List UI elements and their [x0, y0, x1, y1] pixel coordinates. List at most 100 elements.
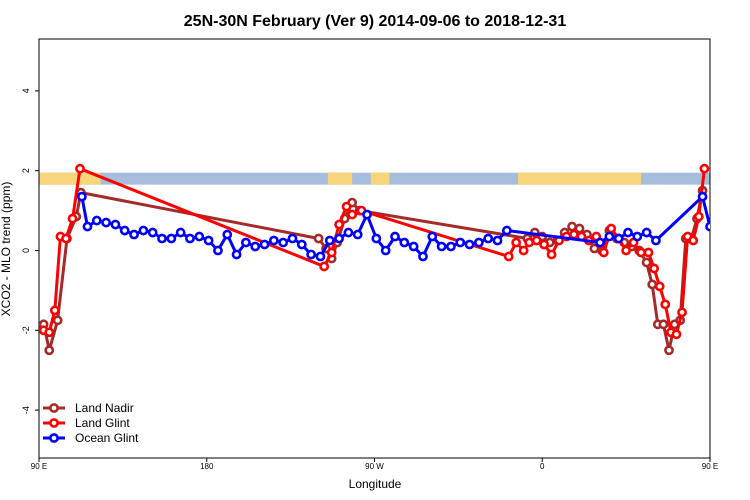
y-tick-label: 0 [21, 248, 31, 253]
data-point-ocean-glint [231, 249, 242, 260]
data-point-ocean-glint [185, 233, 195, 244]
data-point-ocean-glint [250, 241, 261, 252]
land-segment-2 [370, 172, 390, 185]
data-point-land-glint [569, 229, 579, 240]
data-point-land-nadir [313, 233, 324, 244]
data-point-ocean-glint [716, 217, 723, 224]
y-tick-label: -4 [21, 406, 31, 414]
data-point-ocean-glint [157, 233, 167, 244]
plot-frame [38, 38, 711, 459]
data-point-ocean-glint [334, 233, 344, 244]
y-tick-label: 2 [21, 168, 31, 173]
data-point-ocean-glint [306, 249, 317, 260]
data-point-land-glint [524, 237, 535, 248]
data-point-ocean-glint [399, 237, 410, 248]
data-point-land-glint [699, 163, 710, 174]
data-point-land-nadir [658, 319, 669, 330]
data-point-ocean-glint [91, 215, 102, 226]
x-tick-label: 0 [540, 462, 545, 471]
data-point-ocean-glint [110, 219, 121, 230]
x-axis: 90 E 180 90 W 0 90 E [31, 458, 718, 471]
data-point-ocean-glint [705, 221, 710, 232]
data-point-ocean-glint [324, 235, 335, 246]
data-point-land-nadir [647, 279, 658, 290]
x-tick-label: 90 W [365, 462, 384, 471]
data-point-land-glint [546, 249, 557, 260]
land-ocean-band [39, 172, 750, 185]
data-point-land-glint [61, 233, 71, 244]
land-segment-0 [39, 172, 101, 185]
data-point-land-glint [518, 245, 529, 256]
data-point-ocean-glint [76, 191, 87, 202]
data-point-ocean-glint [632, 231, 643, 242]
data-point-ocean-glint [492, 235, 503, 246]
chart-title: 25N-30N February (Ver 9) 2014-09-06 to 2… [184, 13, 567, 30]
x-tick-label: 90 E [702, 462, 718, 471]
data-point-ocean-glint [222, 229, 233, 240]
x-tick-label: 180 [200, 462, 214, 471]
data-point-land-glint [44, 327, 55, 338]
data-point-land-nadir [641, 257, 652, 268]
data-point-ocean-glint [483, 233, 494, 244]
data-point-ocean-glint [166, 233, 177, 244]
legend-label-land-glint: Land Glint [75, 416, 130, 430]
y-axis-title: XCO2 - MLO trend (ppm) [0, 182, 13, 317]
data-point-ocean-glint [380, 245, 391, 256]
data-point-ocean-glint [697, 191, 708, 202]
data-point-land-nadir [664, 345, 674, 356]
data-point-land-glint [598, 247, 609, 258]
data-point-ocean-glint [287, 233, 298, 244]
data-point-land-nadir [44, 345, 55, 356]
data-point-ocean-glint [362, 209, 372, 220]
data-point-ocean-glint [725, 219, 732, 226]
data-point-ocean-glint [623, 227, 633, 238]
data-point-land-glint [341, 201, 352, 212]
data-point-ocean-glint [213, 245, 223, 256]
data-point-land-glint [649, 263, 659, 274]
data-point-ocean-glint [352, 229, 363, 240]
data-point-ocean-glint [446, 241, 456, 252]
data-point-ocean-glint [744, 227, 750, 234]
data-point-ocean-glint [455, 237, 466, 248]
data-point-land-glint [643, 247, 654, 258]
data-point-ocean-glint [259, 239, 270, 250]
land-segment-4 [710, 173, 750, 185]
data-point-land-glint [654, 281, 665, 292]
land-segment-3 [518, 172, 642, 185]
data-point-ocean-glint [203, 235, 214, 246]
data-point-ocean-glint [82, 221, 93, 232]
data-point-land-glint [688, 235, 699, 246]
data-point-ocean-glint [473, 237, 484, 248]
y-axis: -4 -2 0 2 4 [21, 88, 39, 414]
data-point-ocean-glint [343, 227, 354, 238]
data-point-ocean-glint [101, 217, 111, 228]
data-point-ocean-glint [194, 231, 205, 242]
x-axis-title: Longitude [349, 477, 402, 491]
data-point-ocean-glint [315, 251, 326, 262]
data-point-ocean-glint [390, 231, 400, 242]
data-point-ocean-glint [613, 233, 624, 244]
data-point-land-glint [75, 163, 85, 174]
data-point-ocean-glint [371, 233, 382, 244]
y-tick-label: -2 [21, 326, 31, 334]
data-point-land-glint [693, 211, 704, 222]
legend-marker-ocean-glint [49, 433, 59, 443]
data-point-land-glint [511, 237, 522, 248]
data-point-land-glint [660, 299, 671, 310]
data-point-ocean-glint [296, 239, 307, 250]
data-point-land-glint [334, 219, 344, 230]
data-point-land-glint [539, 239, 550, 250]
data-point-ocean-glint [418, 251, 428, 262]
data-point-land-glint [67, 213, 78, 224]
legend-label-land-nadir: Land Nadir [75, 401, 134, 415]
data-point-ocean-glint [278, 237, 289, 248]
data-point-ocean-glint [436, 241, 447, 252]
data-point-ocean-glint [138, 225, 149, 236]
data-point-ocean-glint [147, 227, 158, 238]
data-point-land-glint [347, 209, 358, 220]
legend-marker-land-nadir [49, 403, 59, 413]
y-tick-label: 4 [21, 88, 31, 93]
data-point-land-nadir [567, 221, 577, 232]
data-point-ocean-glint [268, 235, 279, 246]
